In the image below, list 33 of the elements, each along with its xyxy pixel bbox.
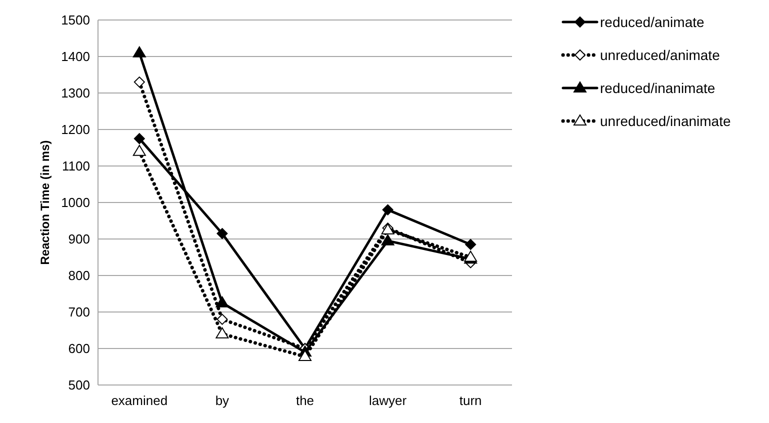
x-tick-label: the [296, 393, 314, 408]
point [134, 133, 145, 144]
y-tick-label: 1500 [61, 12, 90, 28]
legend-label: reduced/inanimate [600, 80, 716, 96]
legend-label: unreduced/animate [600, 46, 720, 63]
y-tick-label: 600 [68, 341, 90, 356]
y-tick-label: 500 [68, 378, 90, 393]
point [216, 228, 228, 240]
y-tick-label: 800 [68, 268, 90, 284]
x-tick-label: lawyer [369, 393, 408, 408]
point [216, 314, 228, 325]
point [216, 327, 229, 338]
legend-label: reduced/animate [600, 14, 705, 30]
point [216, 296, 229, 308]
y-tick-label: 1300 [61, 86, 90, 101]
legend-label: unreduced/inanimate [600, 112, 731, 129]
y-axis-title: Reaction Time (in ms) [38, 140, 52, 265]
point [381, 234, 394, 246]
point [134, 76, 145, 88]
point [465, 238, 476, 250]
point [382, 204, 394, 216]
y-tick-label: 700 [68, 304, 90, 320]
point [132, 144, 146, 156]
y-tick-label: 1400 [61, 49, 90, 64]
y-tick-label: 1100 [62, 158, 90, 174]
y-tick-label: 1000 [61, 195, 90, 210]
x-tick-label: turn [459, 393, 482, 408]
y-tick-label: 1200 [61, 122, 90, 138]
point [298, 350, 312, 362]
x-tick-label: by [215, 393, 230, 408]
point [132, 46, 146, 58]
y-tick-label: 900 [68, 232, 90, 247]
x-tick-label: examined [111, 393, 168, 408]
